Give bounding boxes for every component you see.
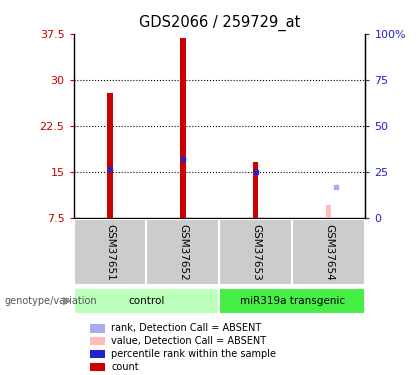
Text: rank, Detection Call = ABSENT: rank, Detection Call = ABSENT [111,323,262,333]
Bar [253,162,258,218]
Text: genotype/variation: genotype/variation [4,296,97,306]
Text: GSM37653: GSM37653 [251,224,261,280]
Bar [220,288,365,314]
Text: control: control [128,296,165,306]
Bar [74,288,220,314]
Text: GSM37652: GSM37652 [178,224,188,280]
Bar [74,219,147,285]
Bar [147,219,220,285]
Text: count: count [111,362,139,372]
Bar [181,38,186,218]
Bar [292,219,365,285]
Bar [326,205,331,218]
Text: ▶: ▶ [63,296,71,306]
Text: miR319a transgenic: miR319a transgenic [240,296,345,306]
Text: GSM37651: GSM37651 [105,224,115,280]
Title: GDS2066 / 259729_at: GDS2066 / 259729_at [139,15,300,31]
Bar [108,93,113,218]
Text: GSM37654: GSM37654 [324,224,334,280]
Text: value, Detection Call = ABSENT: value, Detection Call = ABSENT [111,336,266,346]
Bar [220,219,292,285]
Text: percentile rank within the sample: percentile rank within the sample [111,349,276,359]
